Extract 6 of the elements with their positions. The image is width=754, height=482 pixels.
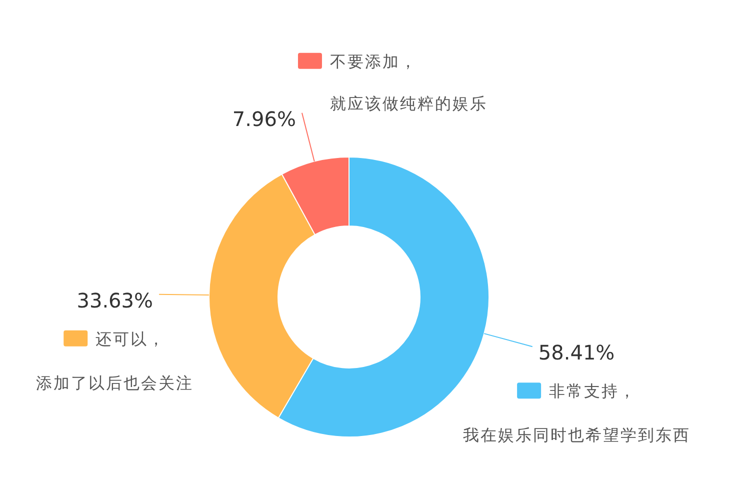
category-label: 非常支持，我在娱乐同时也希望学到东西 (463, 382, 691, 445)
data-label: 33.63% (76, 288, 154, 312)
data-label: 7.96% (232, 106, 296, 131)
category-label: 还可以，添加了以后也会关注 (36, 329, 194, 392)
data-label: 58.41% (538, 340, 615, 365)
category-label: 不要添加，就应该做纯粹的娱乐 (330, 52, 488, 113)
